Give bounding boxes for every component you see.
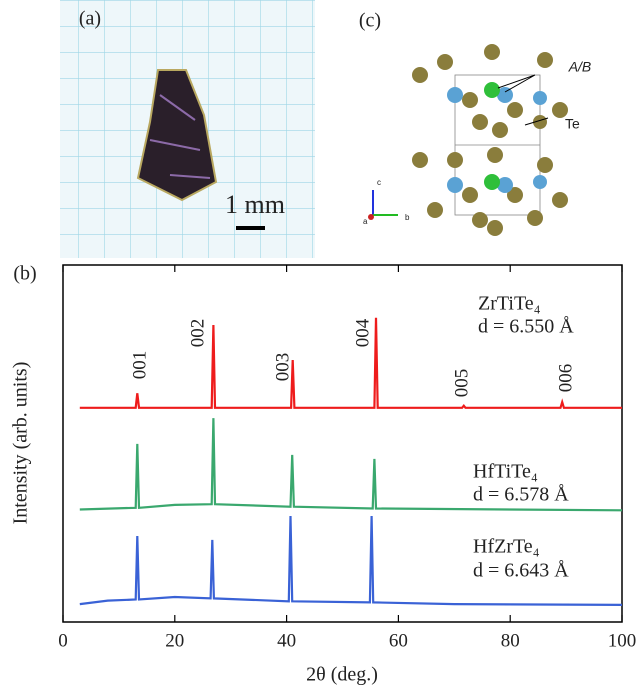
x-tick-label: 20 bbox=[165, 630, 184, 651]
peak-label: 001 bbox=[129, 351, 150, 380]
scale-bar-label: 1 mm bbox=[225, 190, 285, 219]
plot-frame bbox=[62, 264, 623, 623]
y-axis-label: Intensity (arb. units) bbox=[10, 362, 32, 525]
peak-label: 004 bbox=[352, 318, 373, 347]
series-label: HfTiTe₄ bbox=[473, 461, 538, 483]
series-label: HfZrTe₄ bbox=[473, 536, 540, 558]
x-tick-label: 100 bbox=[608, 630, 637, 651]
x-tick-label: 0 bbox=[58, 630, 68, 651]
series-label: ZrTiTe₄ bbox=[478, 293, 541, 315]
peak-label: 003 bbox=[272, 353, 293, 382]
peak-label: 005 bbox=[451, 369, 472, 398]
panel-label: (a) bbox=[79, 8, 101, 30]
x-tick-label: 60 bbox=[389, 630, 408, 651]
series-subtitle: d = 6.578 Å bbox=[473, 484, 569, 506]
axis-label: c bbox=[377, 178, 381, 187]
series-subtitle: d = 6.643 Å bbox=[473, 560, 569, 582]
crystal-structure bbox=[368, 44, 568, 236]
series-line bbox=[79, 418, 623, 512]
site-label: Te bbox=[565, 116, 580, 132]
axis-label: a bbox=[363, 217, 368, 226]
x-tick-label: 80 bbox=[501, 630, 520, 651]
series-line bbox=[79, 317, 622, 409]
peak-label: 006 bbox=[555, 364, 576, 393]
axis-label: b bbox=[405, 213, 410, 222]
site-label: A/B bbox=[568, 59, 592, 75]
peak-label: 002 bbox=[187, 319, 208, 348]
x-tick-label: 40 bbox=[277, 630, 296, 651]
series-line bbox=[79, 515, 623, 606]
series-subtitle: d = 6.550 Å bbox=[478, 316, 574, 338]
panel-label: (c) bbox=[359, 10, 381, 32]
photo bbox=[60, 0, 315, 258]
x-axis-label: 2θ (deg.) bbox=[306, 664, 378, 686]
panel-label: (b) bbox=[13, 263, 36, 285]
